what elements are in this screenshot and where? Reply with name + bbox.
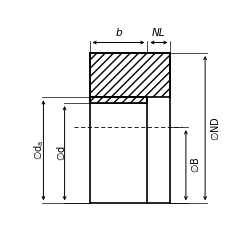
Text: b: b	[115, 28, 122, 38]
Text: $\emptyset$ND: $\emptyset$ND	[208, 116, 220, 140]
Bar	[90, 97, 148, 103]
Text: $\emptyset$d$_\mathsf{a}$: $\emptyset$d$_\mathsf{a}$	[32, 140, 46, 160]
Text: $\emptyset$d: $\emptyset$d	[55, 145, 67, 161]
Bar	[90, 97, 148, 103]
Bar	[90, 53, 170, 97]
Text: $\emptyset$B: $\emptyset$B	[189, 157, 201, 174]
Bar	[90, 53, 170, 97]
Text: NL: NL	[152, 28, 166, 38]
